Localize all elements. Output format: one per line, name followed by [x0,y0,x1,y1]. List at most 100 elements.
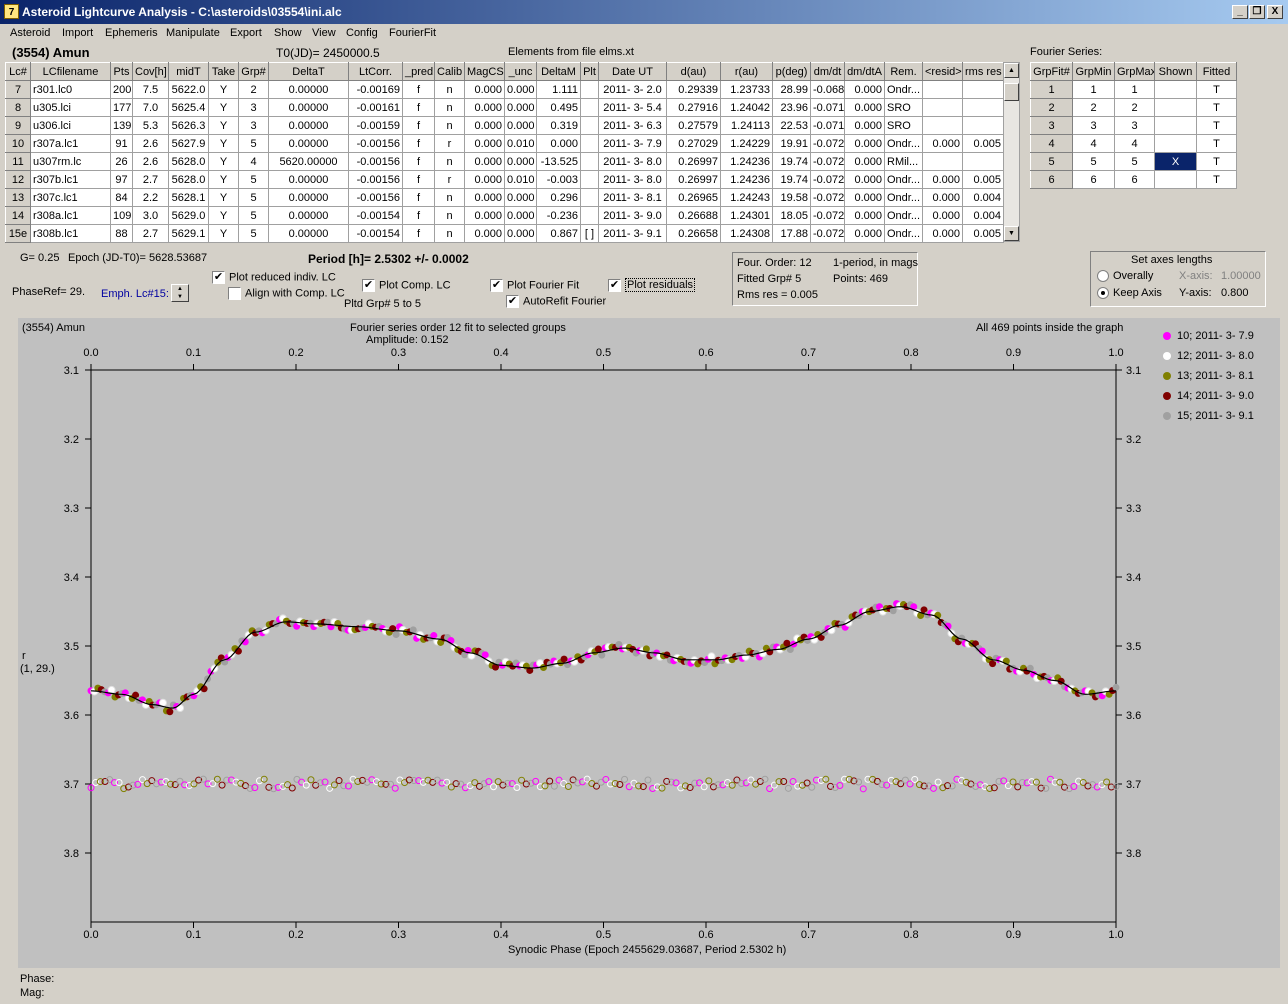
lc-cell[interactable]: 2011- 3- 2.0 [598,80,667,99]
lc-cell[interactable]: Ondr... [884,224,923,243]
lc-cell[interactable]: r301.lc0 [30,80,111,99]
fourier-row-header[interactable]: 4 [1030,134,1073,153]
lc-cell[interactable]: 0.000 [504,152,537,171]
lc-cell[interactable]: 5629.0 [168,206,209,225]
lc-cell[interactable]: SRO [884,116,923,135]
lc-cell[interactable]: 0.000 [504,98,537,117]
menu-show[interactable]: Show [274,27,302,39]
lc-column-header[interactable]: Pts [110,62,133,81]
x-axis-value[interactable]: 1.00000 [1221,270,1261,282]
lc-cell[interactable]: Ondr... [884,188,923,207]
lc-table-row[interactable]: 7 r301.lc0 200 7.5 5622.0 Y 2 0.00000 -0.00169 f n… [5,80,1004,99]
lc-cell[interactable]: 2011- 3- 9.0 [598,206,667,225]
lc-cell[interactable]: 0.000 [922,206,963,225]
lc-column-header[interactable]: p(deg) [772,62,811,81]
fourier-row-header[interactable]: 3 [1030,116,1073,135]
lc-cell[interactable]: 0.000 [922,188,963,207]
lc-cell[interactable]: 139 [110,116,133,135]
lc-cell[interactable]: f [402,224,435,243]
lc-cell[interactable]: 19.58 [772,188,811,207]
lc-column-header[interactable]: Grp# [238,62,269,81]
lc-cell[interactable]: 1.24042 [720,98,773,117]
lc-cell[interactable]: Y [208,224,239,243]
plot-comp-check[interactable]: ✔ [362,279,375,292]
keep-axis-radio-dot[interactable] [1097,287,1109,300]
lc-cell[interactable]: 1.24308 [720,224,773,243]
lc-column-header[interactable]: dm/dtA [844,62,885,81]
lc-cell[interactable]: 0.00000 [268,116,349,135]
menu-export[interactable]: Export [230,27,262,39]
lc-cell[interactable]: 0.26658 [666,224,721,243]
lc-cell[interactable]: r308b.lc1 [30,224,111,243]
keep-axis-radio[interactable]: Keep Axis [1097,287,1162,300]
minimize-button[interactable]: _ [1232,5,1248,19]
lc-column-header[interactable]: dm/dt [810,62,845,81]
lc-cell[interactable]: 19.74 [772,152,811,171]
menu-ephemeris[interactable]: Ephemeris [105,27,158,39]
lc-cell[interactable]: Ondr... [884,80,923,99]
lc-cell[interactable]: 0.005 [962,224,1004,243]
fourier-cell[interactable]: 6 [1114,170,1155,189]
plot-fourier-checkbox[interactable]: ✔ Plot Fourier Fit [490,279,580,292]
lc-cell[interactable]: 0.010 [504,134,537,153]
plot-residuals-checkbox[interactable]: ✔ Plot residuals [608,278,696,293]
lc-cell[interactable]: 0.26997 [666,152,721,171]
lc-cell[interactable]: 0.000 [504,116,537,135]
lc-row-header[interactable]: 8 [5,98,31,117]
lc-cell[interactable]: 0.26965 [666,188,721,207]
lc-cell[interactable]: Ondr... [884,206,923,225]
lc-cell[interactable]: 0.000 [464,170,505,189]
autorefit-check[interactable]: ✔ [506,295,519,308]
lc-cell[interactable]: 84 [110,188,133,207]
lc-column-header[interactable]: d(au) [666,62,721,81]
y-axis-value[interactable]: 0.800 [1221,287,1249,299]
overall-radio-dot[interactable] [1097,270,1109,283]
lc-column-header[interactable]: LCfilename [30,62,111,81]
fourier-row-header[interactable]: 6 [1030,170,1073,189]
menu-view[interactable]: View [312,27,336,39]
fourier-column-header[interactable]: GrpMin [1072,62,1115,81]
lc-cell[interactable]: 0.000 [844,116,885,135]
emph-spinner[interactable]: ▲ ▼ [171,284,189,302]
lc-table-row[interactable]: 15e r308b.lc1 88 2.7 5629.1 Y 5 0.00000 -0.00154… [5,224,1004,243]
lc-cell[interactable]: 2011- 3- 8.0 [598,152,667,171]
lc-column-header[interactable]: <resid> [922,62,963,81]
lc-cell[interactable]: RMil... [884,152,923,171]
lc-column-header[interactable]: _pred [402,62,435,81]
scroll-down-button[interactable]: ▼ [1004,226,1019,241]
lc-cell[interactable]: 0.26688 [666,206,721,225]
lc-cell[interactable]: 0.00000 [268,98,349,117]
lc-column-header[interactable]: MagCS [464,62,505,81]
menu-config[interactable]: Config [346,27,378,39]
align-comp-check[interactable] [228,287,241,300]
menu-asteroid[interactable]: Asteroid [10,27,51,39]
lc-cell[interactable]: 0.27029 [666,134,721,153]
fourier-row-header[interactable]: 1 [1030,80,1073,99]
align-comp-checkbox[interactable]: Align with Comp. LC [228,287,345,300]
lc-cell[interactable]: 2.6 [132,134,169,153]
lc-cell[interactable]: 5628.0 [168,152,209,171]
lc-cell[interactable]: 0.00000 [268,224,349,243]
fourier-column-header[interactable]: Shown [1154,62,1197,81]
restore-button[interactable]: ❐ [1249,5,1265,19]
lc-cell[interactable]: 2.6 [132,152,169,171]
lc-cell[interactable]: 0.000 [504,224,537,243]
fourier-column-header[interactable]: Fitted [1196,62,1237,81]
lc-cell[interactable]: 97 [110,170,133,189]
plot-fourier-check[interactable]: ✔ [490,279,503,292]
lc-column-header[interactable]: _unc [504,62,537,81]
menu-fourierfit[interactable]: FourierFit [389,27,437,39]
lc-table-row[interactable]: 14 r308a.lc1 109 3.0 5629.0 Y 5 0.00000 -0.00154… [5,206,1004,225]
scroll-up-button[interactable]: ▲ [1004,63,1019,78]
lc-row-header[interactable]: 15e [5,224,31,243]
lc-row-header[interactable]: 12 [5,170,31,189]
menu-manipulate[interactable]: Manipulate [166,27,220,39]
lc-column-header[interactable]: DeltaM [536,62,581,81]
lc-column-header[interactable]: Date UT [598,62,667,81]
close-button[interactable]: X [1267,5,1283,19]
lc-cell[interactable]: 2.2 [132,188,169,207]
